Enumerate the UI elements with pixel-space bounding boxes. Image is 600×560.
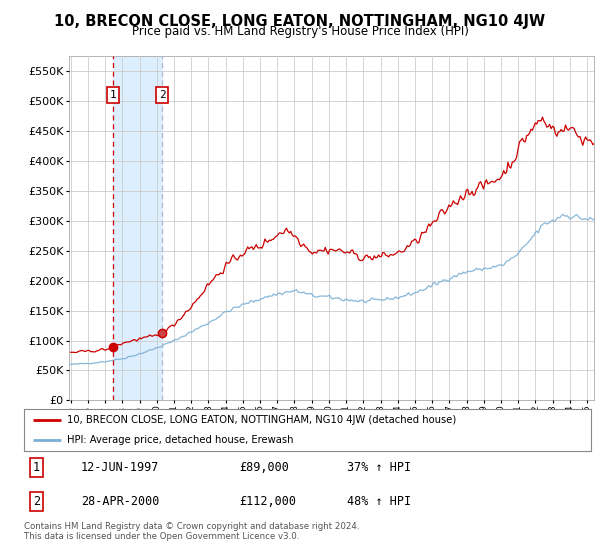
Text: 37% ↑ HPI: 37% ↑ HPI	[347, 461, 412, 474]
Text: 2: 2	[159, 90, 166, 100]
Text: 48% ↑ HPI: 48% ↑ HPI	[347, 494, 412, 508]
Text: 10, BRECON CLOSE, LONG EATON, NOTTINGHAM, NG10 4JW (detached house): 10, BRECON CLOSE, LONG EATON, NOTTINGHAM…	[67, 415, 456, 425]
Text: 12-JUN-1997: 12-JUN-1997	[80, 461, 159, 474]
Bar	[113, 56, 162, 400]
Text: 1: 1	[110, 90, 116, 100]
Text: 1: 1	[33, 461, 40, 474]
Text: Price paid vs. HM Land Registry's House Price Index (HPI): Price paid vs. HM Land Registry's House …	[131, 25, 469, 38]
Text: £112,000: £112,000	[239, 494, 296, 508]
Text: £89,000: £89,000	[239, 461, 289, 474]
Text: 2: 2	[33, 494, 40, 508]
Text: HPI: Average price, detached house, Erewash: HPI: Average price, detached house, Erew…	[67, 435, 293, 445]
Text: Contains HM Land Registry data © Crown copyright and database right 2024.
This d: Contains HM Land Registry data © Crown c…	[24, 522, 359, 542]
Text: 28-APR-2000: 28-APR-2000	[80, 494, 159, 508]
Text: 10, BRECON CLOSE, LONG EATON, NOTTINGHAM, NG10 4JW: 10, BRECON CLOSE, LONG EATON, NOTTINGHAM…	[55, 14, 545, 29]
